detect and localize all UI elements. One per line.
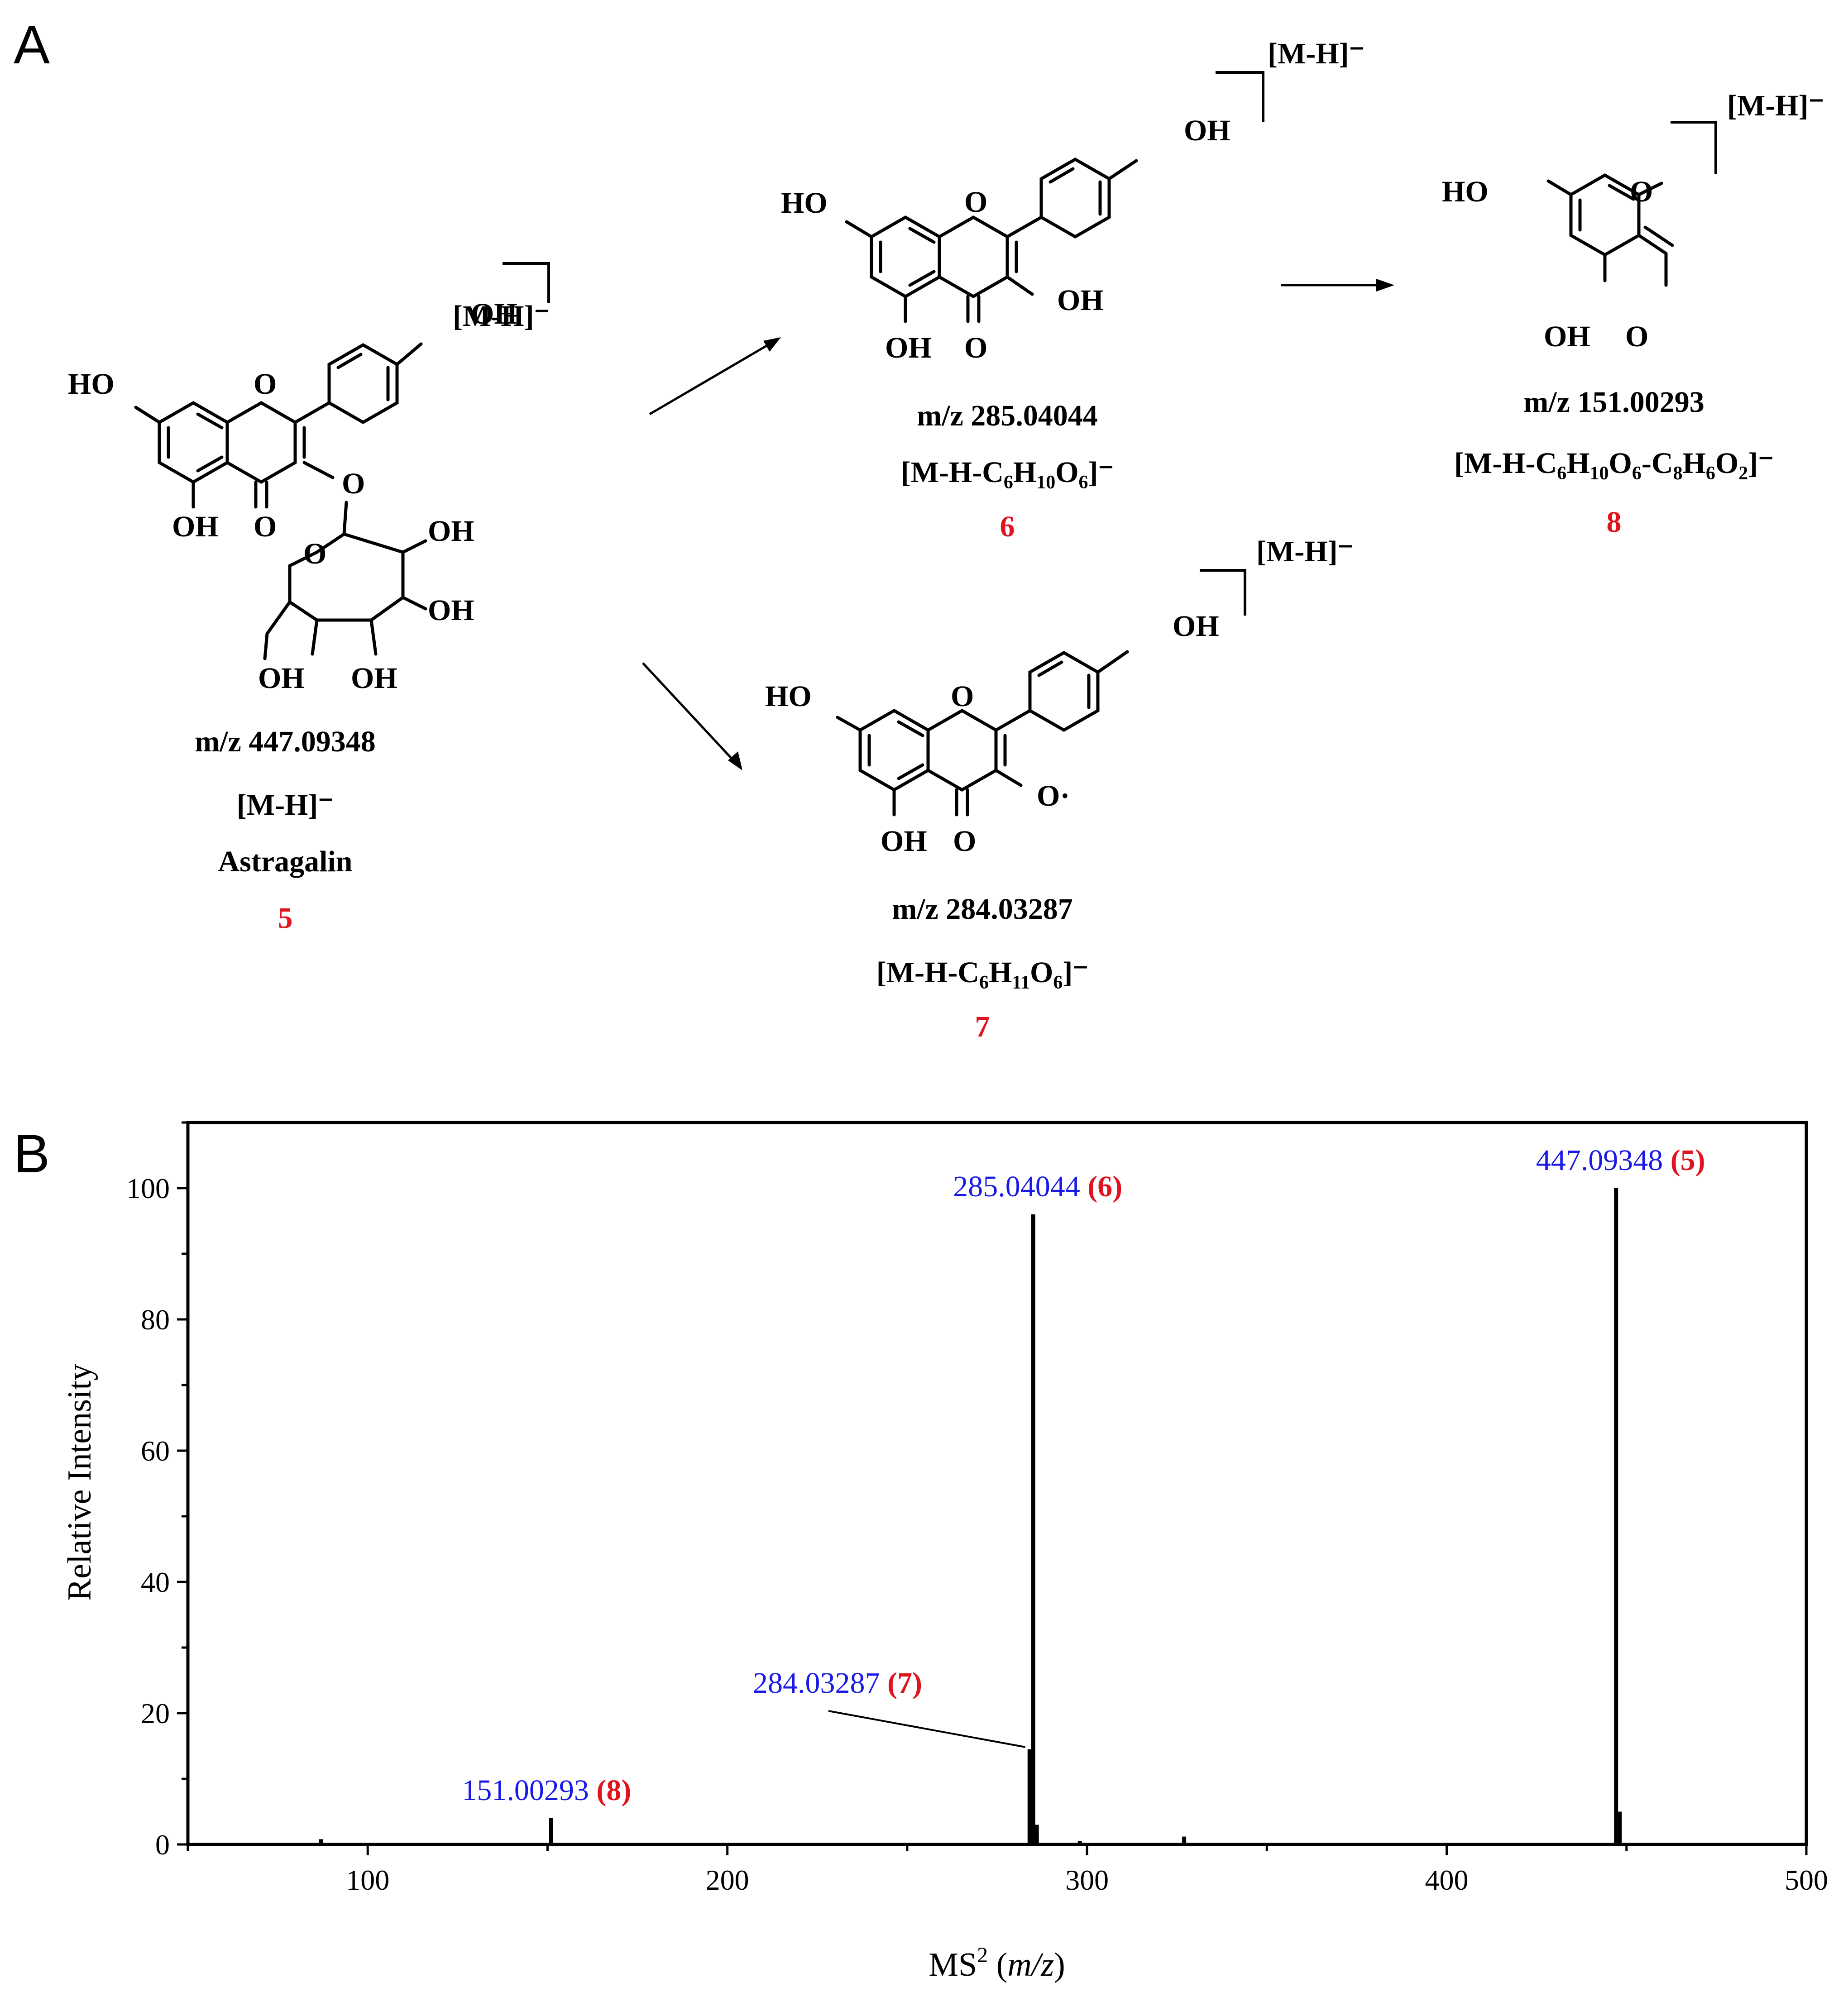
- y-tick-label: 0: [155, 1829, 170, 1861]
- y-axis-label: Relative Intensity: [61, 1364, 98, 1601]
- astragalin-glyco-o: O: [342, 467, 365, 500]
- astragalin-oh-4p: OH: [471, 297, 517, 330]
- peak-label: 285.04044 (6): [953, 1170, 1122, 1203]
- peak-label-compound: (6): [1087, 1170, 1122, 1203]
- radical-oh-5: OH: [881, 825, 927, 858]
- astragalin-keto-o: O: [254, 510, 277, 543]
- fragment-ho: HO: [1442, 175, 1489, 208]
- pathway-arrows: [642, 279, 1394, 770]
- kaempferol-ho-7: HO: [781, 186, 828, 220]
- fragment-ion: [M-H-C6H10O6-C8H6O2]⁻: [1454, 447, 1774, 484]
- astragalin-charge: [M-H]⁻: [453, 300, 550, 333]
- radical-charge: [M-H]⁻: [1256, 535, 1353, 568]
- peak-label-value: 447.09348: [1536, 1144, 1671, 1177]
- peak-label-value: 284.03287: [753, 1667, 887, 1700]
- astragalin-ring-o: O: [254, 368, 277, 401]
- kaempferol-number: 6: [1000, 510, 1015, 543]
- x-tick-label: 100: [346, 1864, 389, 1896]
- peak-label: 151.00293 (8): [462, 1774, 631, 1807]
- astragalin-bonds: [134, 342, 427, 660]
- structure-fragment: [M-H]⁻ HO O OH O m/z 151.00293 [M-H-C6H1…: [1442, 89, 1824, 539]
- peaks: [188, 1188, 1806, 1844]
- y-tick-label: 80: [141, 1304, 170, 1336]
- radical-oh-4p: OH: [1173, 610, 1219, 643]
- kaempferol-oh-4p: OH: [1184, 114, 1230, 147]
- x-tick-label: 400: [1425, 1864, 1469, 1896]
- peak-label-compound: (5): [1671, 1144, 1705, 1177]
- structure-kaempferol: [M-H]⁻ OH HO O OH OH O m/z 285.04044 [M-…: [781, 37, 1364, 543]
- astragalin-oh-2s: OH: [428, 515, 474, 548]
- y-tick-label: 60: [141, 1435, 170, 1467]
- x-tick-label: 200: [706, 1864, 749, 1896]
- x-tick-label: 500: [1785, 1864, 1828, 1896]
- astragalin-oh-6s: OH: [258, 662, 305, 695]
- fragment-number: 8: [1607, 506, 1622, 539]
- peak-label-compound: (8): [596, 1774, 631, 1807]
- astragalin-oh-3s: OH: [428, 594, 474, 627]
- astragalin-name: Astragalin: [218, 845, 353, 878]
- kaempferol-charge-bracket: [1216, 71, 1264, 122]
- radical-ring-o: O: [951, 680, 974, 713]
- peak-label-compound: (7): [887, 1667, 922, 1700]
- axis-ticks: 100 200 300 400 500 0 20 40 60 80 100: [126, 1121, 1828, 1896]
- radical-bonds: [836, 650, 1129, 817]
- peak-labels: 151.00293 (8) 284.03287 (7) 285.04044 (6) 4…: [462, 1144, 1705, 1807]
- arrow-5-to-7: [642, 662, 734, 761]
- astragalin-mz: m/z 447.09348: [195, 725, 376, 758]
- peak-leader-line: [828, 1710, 1025, 1748]
- fragment-ald-o: O: [1625, 320, 1648, 353]
- y-tick-label: 20: [141, 1697, 170, 1729]
- kaempferol-charge: [M-H]⁻: [1268, 37, 1364, 70]
- fragment-bonds: [1546, 173, 1674, 287]
- plot-frame: [186, 1121, 1808, 1846]
- kaempferol-keto-o: O: [964, 331, 987, 364]
- kaempferol-ring-o: O: [964, 186, 987, 219]
- kaempferol-bonds: [845, 157, 1138, 323]
- ms2-spectrum-chart: 100 200 300 400 500 0 20 40 60 80 100 151.00293 (8…: [61, 1121, 1828, 1983]
- structure-astragalin: [M-H]⁻ OH HO O O OH O O OH OH OH OH m/z …: [68, 262, 550, 935]
- peak-label: 447.09348 (5): [1536, 1144, 1705, 1177]
- peak-label-value: 285.04044: [953, 1170, 1087, 1203]
- astragalin-ho-7: HO: [68, 368, 115, 401]
- kaempferol-ion: [M-H-C6H10O6]⁻: [901, 456, 1114, 493]
- kaempferol-mz: m/z 285.04044: [917, 399, 1098, 432]
- kaempferol-oh-3: OH: [1057, 284, 1104, 317]
- astragalin-oh-5: OH: [172, 510, 219, 543]
- x-axis-label: MS2 (m/z): [929, 1943, 1065, 1983]
- radical-charge-bracket: [1200, 569, 1246, 616]
- radical-number: 7: [975, 1010, 990, 1043]
- x-tick-label: 300: [1065, 1864, 1109, 1896]
- astragalin-charge-bracket: [503, 262, 550, 303]
- radical-ion: [M-H-C6H11O6]⁻: [876, 956, 1088, 993]
- y-tick-label: 40: [141, 1566, 170, 1598]
- astragalin-oh-4s: OH: [351, 662, 397, 695]
- fragment-charge-bracket: [1671, 121, 1717, 174]
- peak-label-value: 151.00293: [462, 1774, 596, 1807]
- panel-a-letter: A: [14, 14, 50, 75]
- panel-b-letter: B: [14, 1123, 50, 1184]
- fragment-charge: [M-H]⁻: [1727, 89, 1824, 122]
- astragalin-number: 5: [278, 902, 293, 935]
- astragalin-ion: [M-H]⁻: [237, 788, 334, 822]
- radical-mz: m/z 284.03287: [892, 893, 1073, 926]
- radical-o-rad: O·: [1037, 779, 1070, 812]
- peak-label: 284.03287 (7): [753, 1667, 922, 1700]
- kaempferol-oh-5: OH: [885, 331, 932, 364]
- radical-ho-7: HO: [765, 680, 812, 713]
- astragalin-sugar-o: O: [303, 537, 326, 570]
- arrow-5-to-6: [649, 343, 771, 416]
- fragment-keto-o: O: [1630, 175, 1653, 208]
- structure-radical: [M-H]⁻ OH HO O O· OH O m/z 284.03287 [M-…: [765, 535, 1353, 1043]
- y-tick-label: 100: [126, 1172, 170, 1204]
- fragment-mz: m/z 151.00293: [1523, 386, 1704, 419]
- fragment-oh: OH: [1544, 320, 1590, 353]
- radical-keto-o: O: [953, 825, 976, 858]
